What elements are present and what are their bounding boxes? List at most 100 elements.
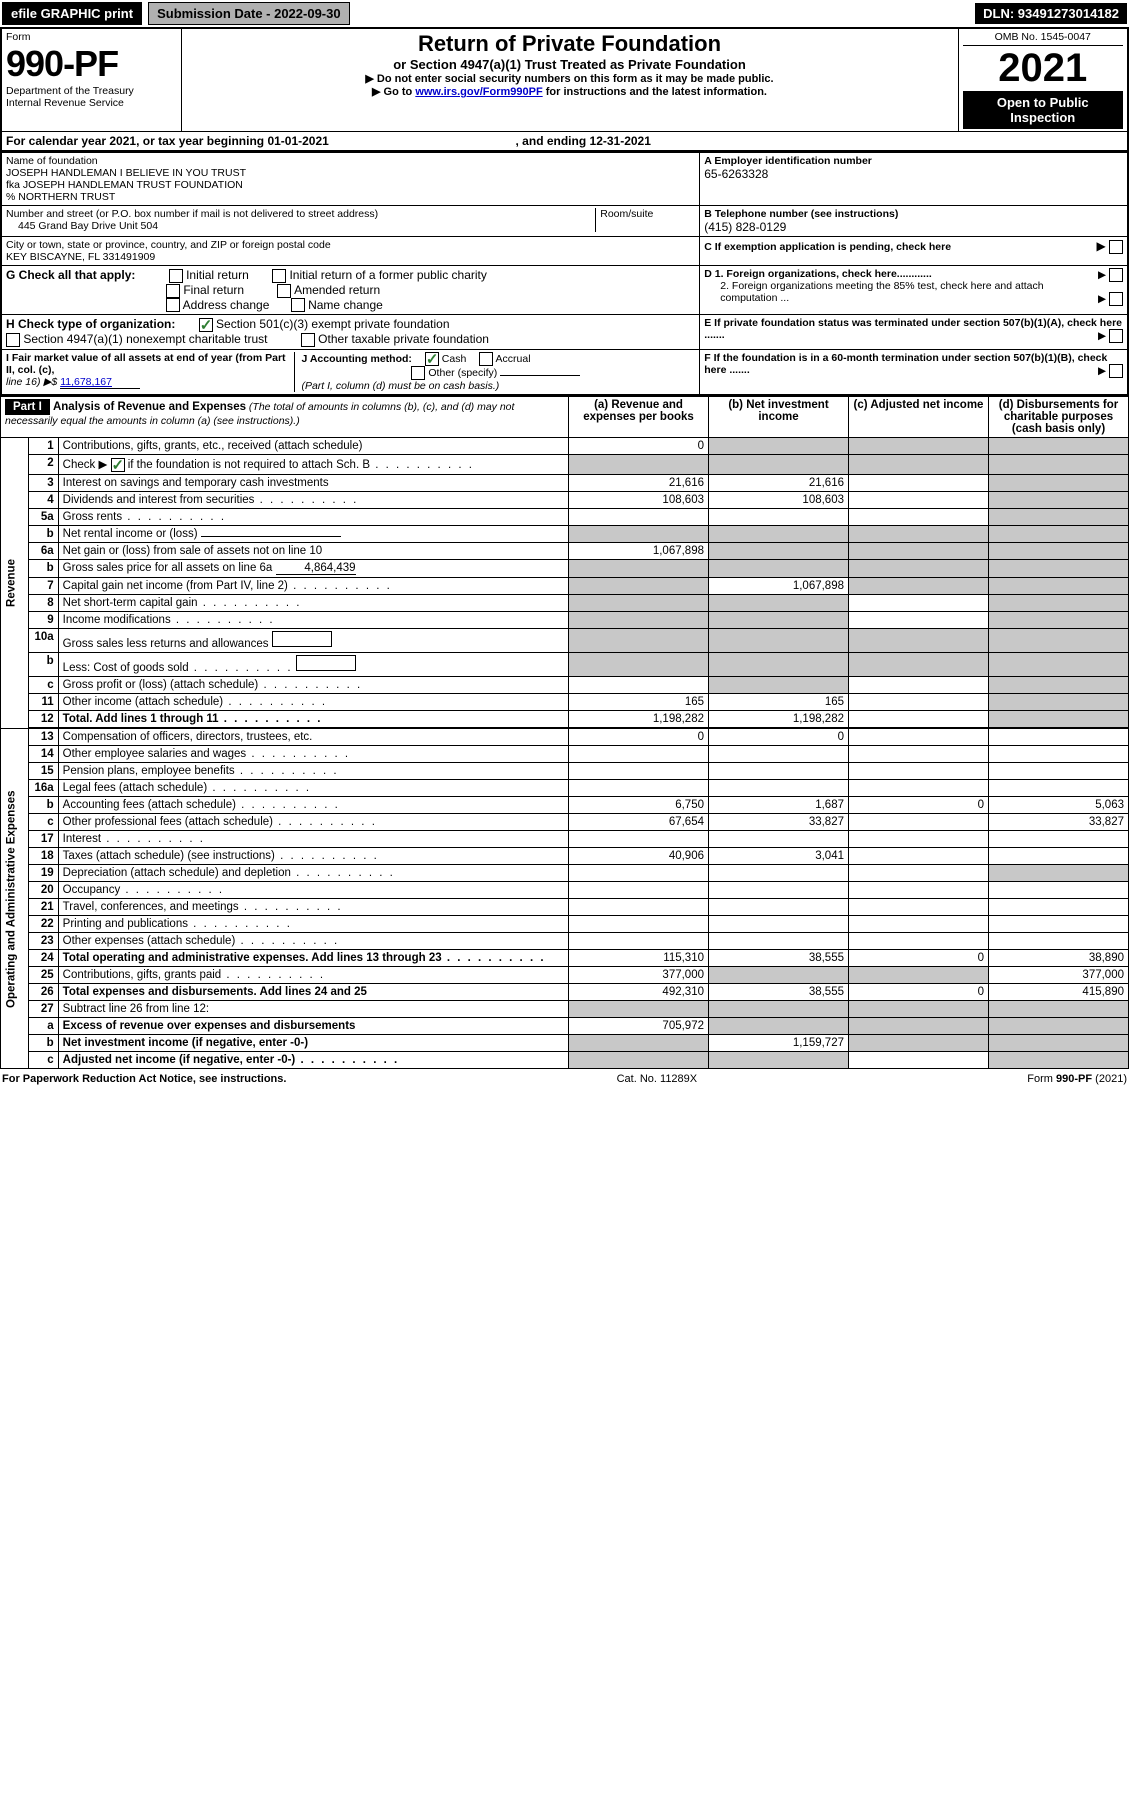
name-cell: Name of foundation JOSEPH HANDLEMAN I BE… bbox=[1, 153, 700, 206]
h-501c3-checkbox[interactable] bbox=[199, 318, 213, 332]
table-row: c Other professional fees (attach schedu… bbox=[1, 814, 1129, 831]
table-row: 5a Gross rents bbox=[1, 509, 1129, 526]
row-desc: Dividends and interest from securities bbox=[58, 492, 568, 509]
table-row: c Adjusted net income (if negative, ente… bbox=[1, 1052, 1129, 1069]
row-desc: Adjusted net income (if negative, enter … bbox=[58, 1052, 568, 1069]
row-val-b: 21,616 bbox=[709, 475, 849, 492]
h-4947-checkbox[interactable] bbox=[6, 333, 20, 347]
row-num: 9 bbox=[28, 612, 58, 629]
h-other-checkbox[interactable] bbox=[301, 333, 315, 347]
row-num: 11 bbox=[28, 694, 58, 711]
j-cash-checkbox[interactable] bbox=[425, 352, 439, 366]
d1-label: D 1. Foreign organizations, check here..… bbox=[704, 268, 932, 280]
row-num: 23 bbox=[28, 933, 58, 950]
g-initial-former-checkbox[interactable] bbox=[272, 269, 286, 283]
j-other-checkbox[interactable] bbox=[411, 366, 425, 380]
irs-label: Internal Revenue Service bbox=[6, 97, 177, 109]
row-desc: Compensation of officers, directors, tru… bbox=[58, 729, 568, 746]
room-label: Room/suite bbox=[600, 208, 695, 220]
row-desc: Taxes (attach schedule) (see instruction… bbox=[58, 848, 568, 865]
col-b-header: (b) Net investment income bbox=[709, 397, 849, 438]
h-opt-1: Section 501(c)(3) exempt private foundat… bbox=[216, 317, 449, 331]
col-d-header: (d) Disbursements for charitable purpose… bbox=[989, 397, 1129, 438]
row-val-a: 0 bbox=[569, 438, 709, 455]
g-final-checkbox[interactable] bbox=[166, 284, 180, 298]
efile-button[interactable]: efile GRAPHIC print bbox=[2, 2, 142, 25]
footer-left: For Paperwork Reduction Act Notice, see … bbox=[2, 1073, 286, 1085]
g-name-checkbox[interactable] bbox=[291, 298, 305, 312]
row-val-c: 0 bbox=[849, 950, 989, 967]
row-desc: Gross profit or (loss) (attach schedule) bbox=[58, 677, 568, 694]
table-row: 7 Capital gain net income (from Part IV,… bbox=[1, 578, 1129, 595]
r2-post: if the foundation is not required to att… bbox=[125, 459, 371, 471]
dept-label: Department of the Treasury bbox=[6, 85, 177, 97]
row-num: 27 bbox=[28, 1001, 58, 1018]
row-num: 19 bbox=[28, 865, 58, 882]
row-val-a: 21,616 bbox=[569, 475, 709, 492]
d-cell: D 1. Foreign organizations, check here..… bbox=[700, 266, 1128, 315]
row-desc: Contributions, gifts, grants paid bbox=[58, 967, 568, 984]
row-val-a: 0 bbox=[569, 729, 709, 746]
table-row: a Excess of revenue over expenses and di… bbox=[1, 1018, 1129, 1035]
table-row: 25 Contributions, gifts, grants paid 377… bbox=[1, 967, 1129, 984]
row-val-b: 165 bbox=[709, 694, 849, 711]
g-amended-checkbox[interactable] bbox=[277, 284, 291, 298]
row-desc: Check ▶ if the foundation is not require… bbox=[58, 455, 568, 475]
ein-cell: A Employer identification number 65-6263… bbox=[700, 153, 1128, 206]
row-num: c bbox=[28, 814, 58, 831]
city-cell: City or town, state or province, country… bbox=[1, 237, 700, 266]
row-num: a bbox=[28, 1018, 58, 1035]
i-fmv-value[interactable]: 11,678,167 bbox=[60, 376, 140, 389]
form-subtitle: or Section 4947(a)(1) Trust Treated as P… bbox=[186, 57, 954, 72]
revenue-vert-label: Revenue bbox=[1, 438, 29, 729]
table-row: b Gross sales price for all assets on li… bbox=[1, 560, 1129, 578]
city-label: City or town, state or province, country… bbox=[6, 239, 695, 251]
table-row: b Less: Cost of goods sold bbox=[1, 653, 1129, 677]
row-val-b bbox=[709, 438, 849, 455]
row-val-a: 1,198,282 bbox=[569, 711, 709, 728]
form-label: Form bbox=[6, 31, 177, 43]
g-address-checkbox[interactable] bbox=[166, 298, 180, 312]
row-num: 1 bbox=[28, 438, 58, 455]
row-val-b: 1,198,282 bbox=[709, 711, 849, 728]
table-row: 19 Depreciation (attach schedule) and de… bbox=[1, 865, 1129, 882]
foundation-name-1: JOSEPH HANDLEMAN I BELIEVE IN YOU TRUST bbox=[6, 167, 695, 179]
table-row: b Net rental income or (loss) bbox=[1, 526, 1129, 543]
form-header-table: Form 990-PF Department of the Treasury I… bbox=[0, 27, 1129, 152]
submission-date-button[interactable]: Submission Date - 2022-09-30 bbox=[148, 2, 350, 25]
row-desc: Gross rents bbox=[58, 509, 568, 526]
row-val-a: 67,654 bbox=[569, 814, 709, 831]
row-desc: Travel, conferences, and meetings bbox=[58, 899, 568, 916]
j-cash: Cash bbox=[442, 353, 467, 365]
e-cell: E If private foundation status was termi… bbox=[700, 315, 1128, 350]
table-row: 22 Printing and publications bbox=[1, 916, 1129, 933]
goto-link[interactable]: www.irs.gov/Form990PF bbox=[415, 86, 542, 98]
row-desc: Other income (attach schedule) bbox=[58, 694, 568, 711]
ein-label: A Employer identification number bbox=[704, 155, 1123, 167]
row-val-a: 40,906 bbox=[569, 848, 709, 865]
row-num: 6a bbox=[28, 543, 58, 560]
d1-checkbox[interactable] bbox=[1109, 268, 1123, 282]
c-checkbox[interactable] bbox=[1109, 240, 1123, 254]
row-num: 13 bbox=[28, 729, 58, 746]
row-val-b: 3,041 bbox=[709, 848, 849, 865]
g-initial-checkbox[interactable] bbox=[169, 269, 183, 283]
row-desc: Gross sales less returns and allowances bbox=[58, 629, 568, 653]
j-label: J Accounting method: bbox=[301, 353, 411, 365]
row-num: 5a bbox=[28, 509, 58, 526]
table-row: b Net investment income (if negative, en… bbox=[1, 1035, 1129, 1052]
row-desc: Legal fees (attach schedule) bbox=[58, 780, 568, 797]
row-val-c bbox=[849, 438, 989, 455]
d2-checkbox[interactable] bbox=[1109, 292, 1123, 306]
row-val-d: 33,827 bbox=[989, 814, 1129, 831]
form-center-cell: Return of Private Foundation or Section … bbox=[181, 28, 958, 132]
e-checkbox[interactable] bbox=[1109, 329, 1123, 343]
j-accrual-checkbox[interactable] bbox=[479, 352, 493, 366]
f-checkbox[interactable] bbox=[1109, 364, 1123, 378]
schb-checkbox[interactable] bbox=[111, 458, 125, 472]
row-val-b: 38,555 bbox=[709, 950, 849, 967]
row-num: 12 bbox=[28, 711, 58, 728]
row-num: b bbox=[28, 797, 58, 814]
form-right-cell: OMB No. 1545-0047 2021 Open to Public In… bbox=[958, 28, 1128, 132]
row-val-a: 165 bbox=[569, 694, 709, 711]
